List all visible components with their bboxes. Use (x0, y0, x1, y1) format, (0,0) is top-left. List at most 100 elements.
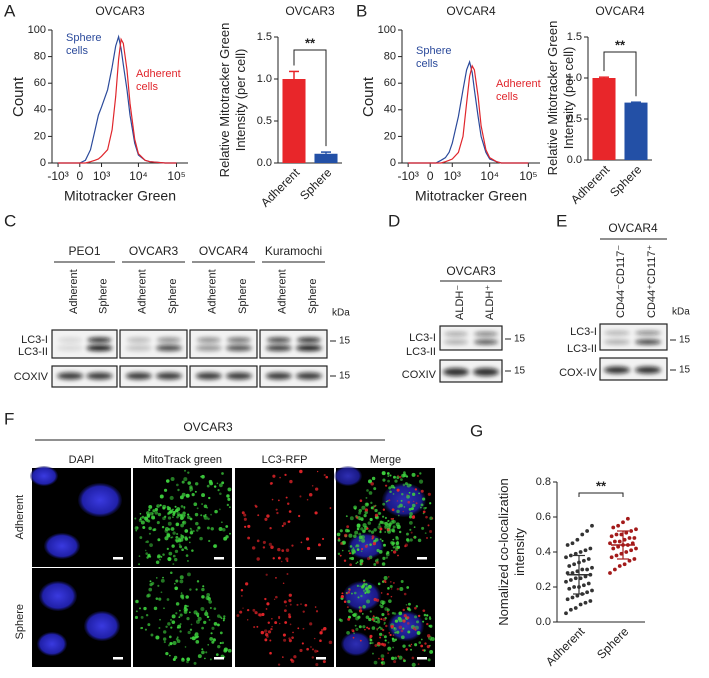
fluorescent-spot (352, 547, 355, 550)
fluorescent-spot (219, 631, 223, 635)
fluorescent-spot (416, 631, 421, 635)
data-point (570, 595, 575, 600)
fluorescent-spot (138, 555, 141, 557)
fluorescent-spot (337, 538, 341, 542)
fluorescent-spot (213, 607, 217, 611)
fluorescent-spot (166, 547, 169, 550)
fluorescent-spot (158, 626, 161, 629)
fluorescent-spot (253, 626, 256, 629)
fluorescent-spot (228, 506, 231, 509)
blot-frame (259, 365, 328, 388)
fluorescent-spot (180, 523, 184, 528)
lane-label: ALDH⁺ (484, 285, 496, 320)
scale-bar (113, 557, 123, 560)
fluorescent-spot (240, 594, 243, 597)
fluorescent-spot (353, 632, 356, 635)
data-point (564, 611, 568, 616)
fluorescent-spot (347, 617, 351, 621)
blot-band (156, 337, 181, 343)
fluorescent-spot (369, 638, 373, 642)
fluorescent-spot (386, 593, 389, 596)
fluorescent-spot (217, 489, 220, 492)
fluorescent-spot (218, 527, 223, 531)
fluorescent-spot (203, 514, 206, 518)
data-point (629, 548, 634, 553)
fluorescent-spot (411, 503, 416, 508)
fluorescent-spot (371, 537, 374, 540)
fluorescent-spot (426, 634, 431, 638)
fluorescent-spot (271, 618, 273, 620)
data-point (585, 590, 590, 595)
y-tick-label: 0.4 (536, 546, 551, 558)
fluorescent-spot (152, 512, 154, 515)
data-point (570, 571, 575, 575)
fluorescent-spot (289, 479, 293, 484)
fluorescent-spot (414, 625, 419, 630)
significance-label: ** (615, 37, 626, 52)
fluorescent-spot (381, 612, 385, 617)
fluorescent-spot (175, 522, 180, 527)
fluorescent-spot (245, 582, 249, 586)
fluorescent-spot (386, 608, 390, 612)
lane-label: Adherent (137, 269, 149, 314)
y-tick-label: 80 (34, 51, 46, 63)
fluorescent-spot (372, 541, 377, 546)
x-tick-label: Sphere (607, 162, 644, 199)
fluorescent-spot (167, 556, 172, 562)
fluorescent-spot (264, 517, 268, 521)
fluorescent-spot (164, 529, 169, 533)
fluorescent-spot (244, 525, 247, 528)
fluorescent-spot (392, 538, 395, 541)
fluorescent-spot (162, 506, 166, 510)
blot-frame (51, 329, 118, 359)
fluorescent-spot (365, 497, 368, 499)
fluorescent-spot (264, 597, 267, 601)
fluorescent-spot (285, 496, 288, 499)
fluorescent-spot (169, 495, 174, 501)
fluorescent-spot (184, 536, 188, 540)
data-point (575, 569, 580, 574)
fluorescent-spot (343, 600, 347, 604)
fluorescent-spot (165, 625, 168, 629)
fluorescent-spot (410, 643, 413, 646)
fluorescent-spot (155, 597, 159, 600)
fluorescent-spot (362, 604, 366, 609)
column-label: Merge (370, 454, 401, 466)
data-point (583, 548, 588, 553)
fluorescent-spot (203, 620, 207, 625)
data-point (575, 593, 580, 598)
fluorescent-spot (414, 615, 418, 619)
fluorescent-spot (167, 511, 171, 515)
fluorescent-spot (409, 538, 413, 542)
fluorescent-spot (424, 532, 427, 534)
blot-band (57, 345, 84, 351)
fluorescent-spot (394, 619, 399, 623)
fluorescent-spot (144, 628, 147, 631)
fluorescent-spot (247, 524, 251, 528)
fluorescent-spot (306, 546, 311, 551)
fluorescent-spot (390, 588, 393, 590)
fluorescent-spot (420, 644, 424, 648)
fluorescent-spot (270, 545, 274, 549)
fluorescent-spot (265, 573, 268, 576)
fluorescent-spot (275, 508, 278, 511)
data-point (565, 571, 570, 575)
fluorescent-spot (349, 545, 353, 548)
fluorescent-spot (207, 643, 210, 646)
fluorescent-spot (160, 578, 165, 583)
y-tick-label: 0 (40, 157, 46, 169)
fluorescent-spot (366, 589, 371, 594)
fluorescent-spot (285, 605, 287, 607)
fluorescent-spot (388, 632, 391, 634)
fluorescent-spot (381, 657, 384, 661)
fluorescent-spot (189, 530, 194, 535)
fluorescent-spot (189, 517, 193, 521)
fluorescent-spot (368, 479, 373, 484)
fluorescent-spot (398, 625, 403, 630)
fluorescent-spot (156, 521, 160, 525)
fluorescent-spot (379, 531, 382, 534)
fluorescent-spot (218, 483, 223, 488)
fluorescent-spot (302, 610, 305, 613)
fluorescent-spot (396, 509, 400, 514)
fluorescent-spot (382, 502, 386, 506)
